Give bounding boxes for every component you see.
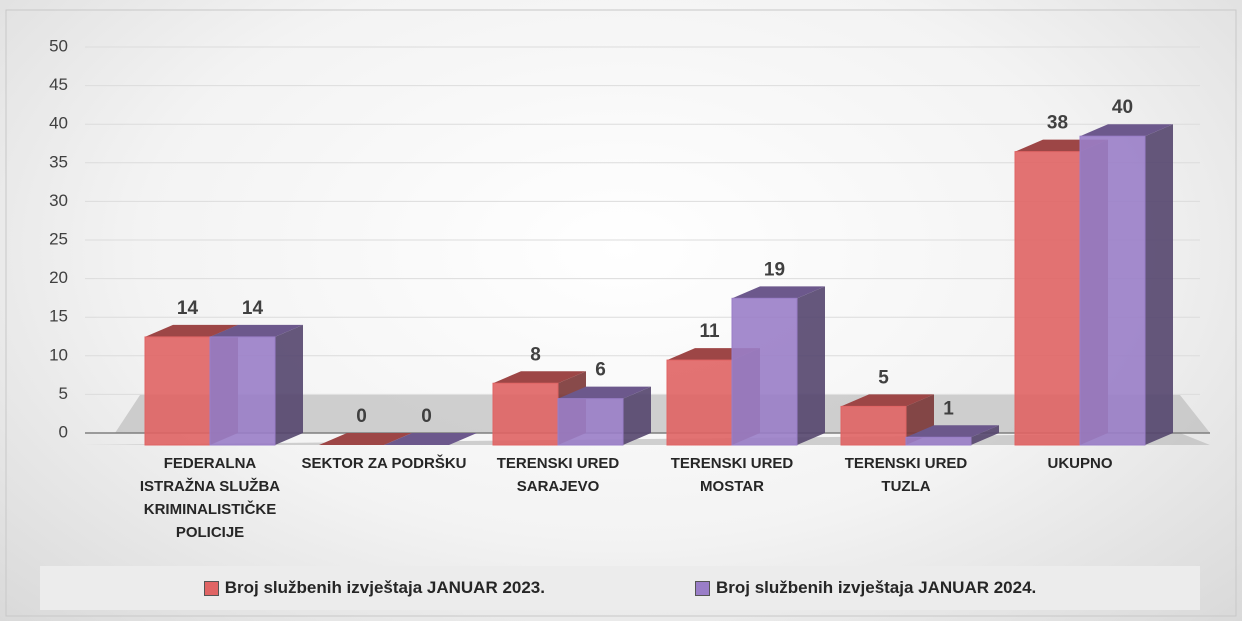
legend-swatch xyxy=(203,580,219,596)
bar-front xyxy=(1014,151,1081,446)
bar-front xyxy=(209,336,276,446)
x-tick-label: SEKTOR ZA PODRŠKU xyxy=(301,455,467,472)
bar-side xyxy=(971,425,999,445)
x-tick-label: TERENSKI URED TUZLA xyxy=(844,455,968,495)
legend-item: Broj službenih izvještaja JANUAR 2024. xyxy=(695,578,1036,598)
x-tick-label: TERENSKI URED MOSTAR xyxy=(670,455,794,495)
bar-side xyxy=(623,386,651,445)
bar-front xyxy=(144,336,211,446)
value-label: 40 xyxy=(1112,97,1133,118)
y-tick-label: 25 xyxy=(49,229,68,248)
bar xyxy=(384,433,477,445)
value-label: 38 xyxy=(1047,113,1068,134)
bar-front xyxy=(905,436,972,446)
bar-front xyxy=(1079,135,1146,446)
x-tick-label: TERENSKI URED SARAJEVO xyxy=(496,455,620,495)
value-label: 14 xyxy=(177,298,199,319)
value-label: 0 xyxy=(356,406,367,427)
bar-top xyxy=(145,324,238,337)
legend: Broj službenih izvještaja JANUAR 2023. Br… xyxy=(40,566,1200,610)
y-tick-label: 0 xyxy=(59,422,68,441)
value-label: 19 xyxy=(764,259,785,280)
bar xyxy=(731,286,825,446)
value-label: 0 xyxy=(421,406,432,427)
x-tick-label: UKUPNO xyxy=(1047,455,1113,472)
y-tick-label: 10 xyxy=(49,345,68,364)
bar-front xyxy=(731,297,798,446)
y-tick-label: 30 xyxy=(49,191,68,210)
bar-side xyxy=(275,324,303,445)
x-tick-label: FEDERALNA ISTRAŽNA SLUŽBA KRIMINALISTIČK… xyxy=(139,455,281,541)
value-label: 14 xyxy=(242,298,264,319)
value-label: 8 xyxy=(530,344,541,365)
bar-top xyxy=(841,394,934,407)
bar-front xyxy=(666,359,733,446)
legend-item: Broj službenih izvještaja JANUAR 2023. xyxy=(203,578,545,598)
bar-top xyxy=(1080,124,1173,137)
bar-side xyxy=(1145,124,1173,445)
bar-top xyxy=(906,425,999,438)
value-label: 6 xyxy=(595,360,606,381)
bar xyxy=(1079,124,1173,446)
bar-top xyxy=(210,324,303,337)
bar xyxy=(557,386,651,446)
y-tick-label: 15 xyxy=(49,307,68,326)
bar xyxy=(319,433,412,445)
bar-front xyxy=(840,405,907,446)
legend-swatch xyxy=(695,580,710,596)
legend-label: Broj službenih izvještaja JANUAR 2023. xyxy=(224,578,545,597)
y-tick-label: 45 xyxy=(49,75,68,94)
bar-top xyxy=(384,433,477,445)
bar-top xyxy=(493,371,586,384)
bar-top xyxy=(319,433,412,445)
bar xyxy=(905,425,999,446)
legend-label: Broj službenih izvještaja JANUAR 2024. xyxy=(716,578,1037,597)
y-tick-label: 20 xyxy=(49,268,68,287)
bar xyxy=(209,324,303,446)
value-label: 11 xyxy=(699,321,720,342)
bar-front xyxy=(557,398,624,446)
bar-side xyxy=(797,286,825,445)
y-tick-label: 35 xyxy=(49,152,68,171)
bar-front xyxy=(492,382,559,446)
y-tick-label: 5 xyxy=(59,384,68,403)
y-tick-label: 50 xyxy=(49,36,68,55)
y-tick-label: 40 xyxy=(49,114,68,133)
bar-top xyxy=(732,286,825,299)
frame xyxy=(5,9,1237,617)
bar-top xyxy=(558,386,651,399)
value-label: 5 xyxy=(878,367,889,388)
value-label: 1 xyxy=(943,398,954,419)
